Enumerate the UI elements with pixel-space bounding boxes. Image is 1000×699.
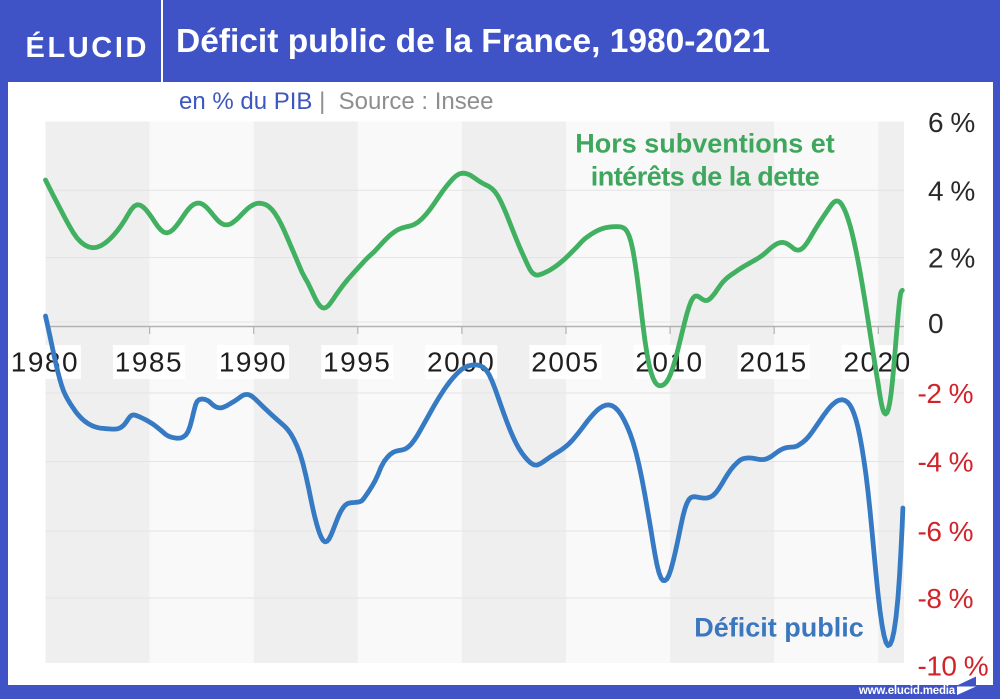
svg-text:0: 0	[928, 308, 943, 339]
svg-text:1995: 1995	[323, 347, 391, 378]
svg-text:1990: 1990	[219, 347, 287, 378]
svg-text:-4 %: -4 %	[918, 447, 974, 478]
svg-text:6 %: 6 %	[928, 107, 975, 138]
svg-text:1980: 1980	[11, 347, 79, 378]
svg-text:intérêts de la dette: intérêts de la dette	[591, 162, 820, 192]
svg-text:2 %: 2 %	[928, 243, 975, 274]
svg-text:-8 %: -8 %	[918, 583, 974, 614]
svg-text:Hors subventions et: Hors subventions et	[575, 129, 835, 159]
svg-text:-2 %: -2 %	[918, 378, 974, 409]
svg-text:2015: 2015	[739, 347, 807, 378]
svg-text:4 %: 4 %	[928, 175, 975, 206]
svg-text:-6 %: -6 %	[918, 516, 974, 547]
svg-text:Déficit public: Déficit public	[694, 613, 864, 643]
svg-text:-10 %: -10 %	[918, 651, 989, 682]
svg-text:1985: 1985	[115, 347, 183, 378]
svg-text:2005: 2005	[531, 347, 599, 378]
